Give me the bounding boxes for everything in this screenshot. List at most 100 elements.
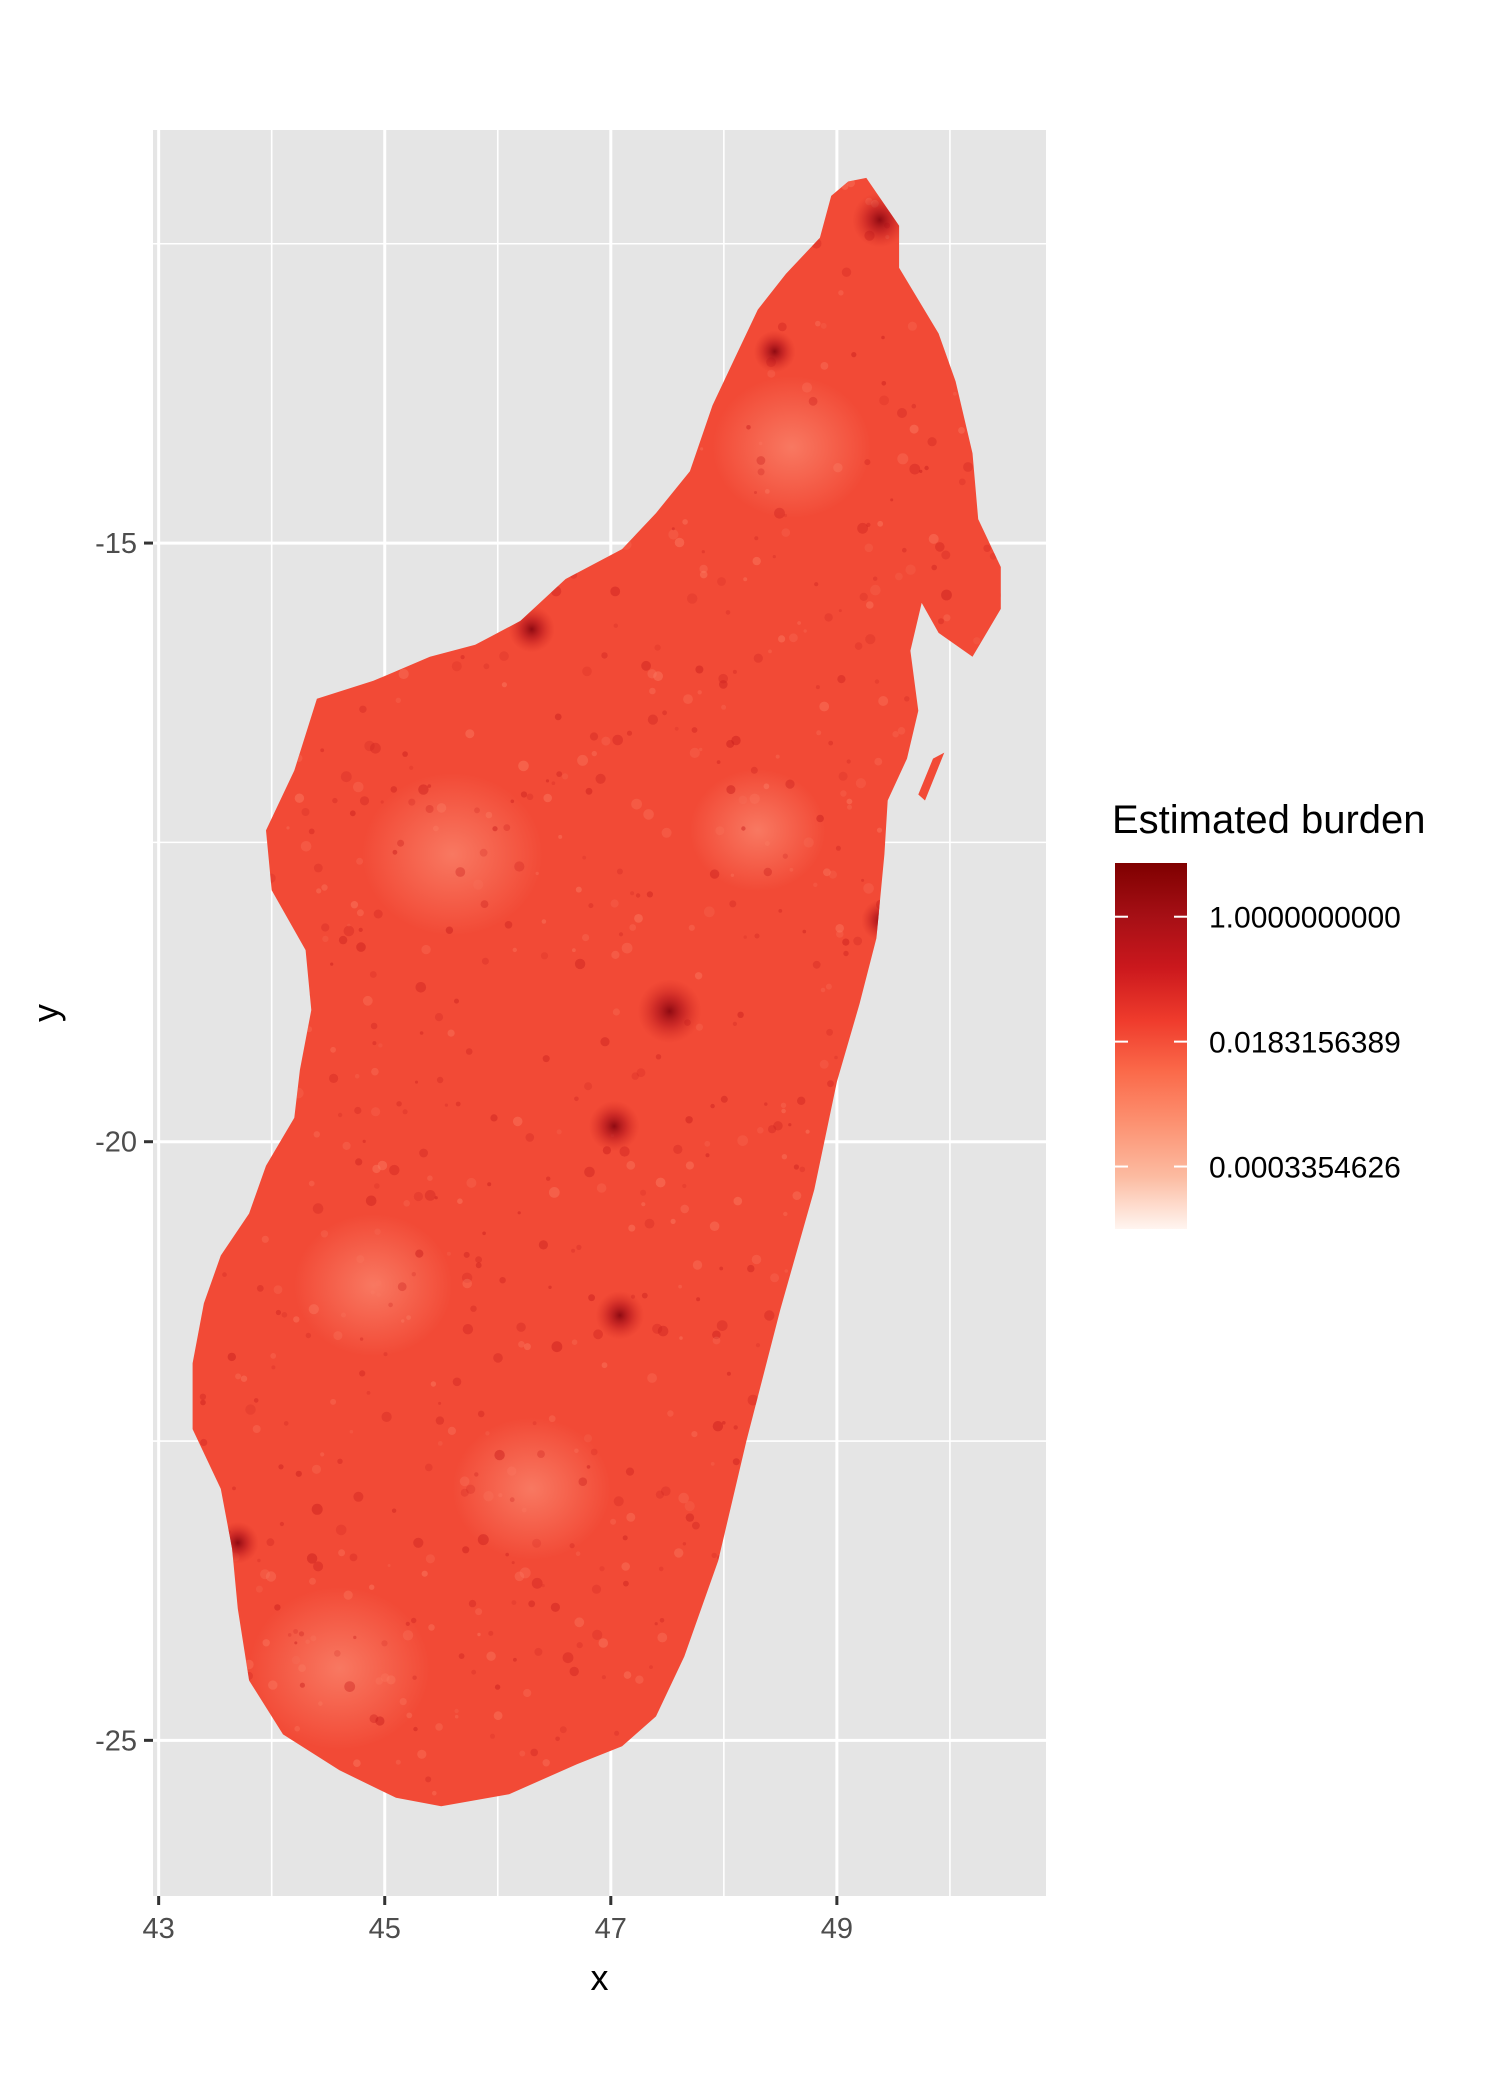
- raster-speckle: [709, 869, 720, 879]
- raster-speckle: [519, 1567, 531, 1579]
- raster-speckle: [575, 1551, 581, 1556]
- raster-speckle: [752, 556, 761, 566]
- raster-speckle: [721, 704, 727, 710]
- raster-speckle: [692, 1260, 703, 1270]
- raster-speckle: [334, 1650, 341, 1657]
- raster-speckle: [240, 1375, 248, 1382]
- raster-speckle: [270, 1353, 277, 1359]
- raster-speckle: [550, 1602, 561, 1612]
- raster-speckle: [364, 740, 375, 752]
- raster-speckle: [504, 921, 513, 929]
- raster-speckle: [526, 793, 534, 801]
- raster-speckle: [600, 1037, 610, 1047]
- raster-speckle: [641, 660, 651, 671]
- raster-speckle: [521, 1507, 527, 1513]
- raster-speckle: [585, 787, 593, 795]
- raster-speckle: [815, 320, 821, 327]
- raster-speckle: [652, 1323, 663, 1334]
- raster-speckle: [661, 827, 672, 838]
- legend-colorbar: [1115, 863, 1187, 1229]
- raster-speckle: [595, 773, 606, 784]
- raster-speckle: [381, 1411, 392, 1422]
- raster-speckle: [434, 1013, 444, 1022]
- raster-speckle: [309, 1577, 316, 1585]
- raster-speckle: [541, 919, 547, 924]
- raster-speckle: [719, 680, 728, 689]
- raster-speckle: [770, 1273, 780, 1283]
- raster-speckle: [678, 1284, 682, 1289]
- raster-speckle: [369, 971, 377, 978]
- raster-speckle: [938, 618, 944, 625]
- raster-speckle: [341, 1312, 346, 1318]
- raster-speckle: [859, 592, 868, 602]
- raster-speckle: [333, 1331, 343, 1341]
- raster-speckle: [828, 740, 834, 746]
- raster-speckle: [718, 673, 728, 684]
- raster-speckle: [483, 1491, 494, 1502]
- raster-speckle: [245, 1404, 256, 1415]
- low-burden-patch: [362, 772, 543, 936]
- raster-speckle: [610, 1518, 617, 1525]
- raster-speckle: [261, 1235, 269, 1243]
- raster-speckle: [712, 1330, 721, 1340]
- raster-speckle: [674, 726, 679, 731]
- legend-label: 1.0000000000: [1209, 902, 1401, 935]
- raster-speckle: [737, 1135, 749, 1146]
- raster-speckle: [371, 1067, 379, 1076]
- raster-speckle: [320, 748, 325, 753]
- raster-speckle: [743, 577, 748, 582]
- raster-speckle: [462, 1278, 473, 1289]
- raster-speckle: [699, 564, 708, 574]
- raster-speckle: [294, 793, 305, 803]
- raster-speckle: [511, 1561, 515, 1565]
- raster-speckle: [584, 1166, 595, 1178]
- raster-speckle: [842, 938, 850, 946]
- raster-speckle: [518, 1341, 525, 1348]
- raster-speckle: [376, 1292, 381, 1297]
- raster-speckle: [353, 1635, 357, 1640]
- raster-speckle: [621, 1562, 630, 1571]
- raster-speckle: [349, 1553, 358, 1562]
- raster-speckle: [275, 1309, 281, 1316]
- raster-speckle: [582, 666, 592, 677]
- raster-speckle: [343, 1590, 353, 1600]
- raster-speckle: [785, 779, 795, 789]
- raster-speckle: [415, 1080, 418, 1084]
- raster-speckle: [877, 520, 884, 527]
- raster-speckle: [335, 1524, 347, 1536]
- raster-speckle: [659, 1618, 665, 1623]
- raster-speckle: [432, 1790, 437, 1796]
- raster-speckle: [399, 1698, 407, 1706]
- raster-speckle: [222, 1272, 227, 1277]
- raster-speckle: [485, 1431, 490, 1436]
- raster-speckle: [621, 942, 633, 954]
- raster-speckle: [356, 1255, 365, 1264]
- raster-speckle: [474, 807, 480, 814]
- raster-speckle: [485, 811, 493, 819]
- raster-speckle: [715, 826, 725, 836]
- raster-speckle: [876, 827, 883, 833]
- raster-speckle: [287, 1633, 292, 1637]
- raster-speckle: [613, 1496, 624, 1507]
- raster-speckle: [227, 1352, 236, 1362]
- raster-speckle: [457, 1198, 463, 1204]
- raster-speckle: [865, 634, 876, 645]
- raster-speckle: [371, 1107, 381, 1117]
- raster-speckle: [316, 888, 322, 894]
- raster-speckle: [295, 1470, 302, 1477]
- raster-speckle: [252, 1425, 261, 1433]
- raster-speckle: [691, 1431, 698, 1438]
- raster-speckle: [697, 690, 702, 695]
- raster-speckle: [835, 924, 844, 933]
- raster-speckle: [797, 621, 801, 625]
- raster-speckle: [897, 727, 906, 735]
- raster-speckle: [518, 760, 529, 772]
- raster-speckle: [488, 1630, 494, 1636]
- raster-speckle: [658, 1566, 664, 1572]
- raster-speckle: [262, 1639, 270, 1647]
- raster-speckle: [370, 1022, 378, 1030]
- raster-speckle: [823, 868, 831, 877]
- raster-speckle: [445, 926, 454, 934]
- raster-speckle: [687, 593, 698, 604]
- raster-speckle: [983, 544, 991, 552]
